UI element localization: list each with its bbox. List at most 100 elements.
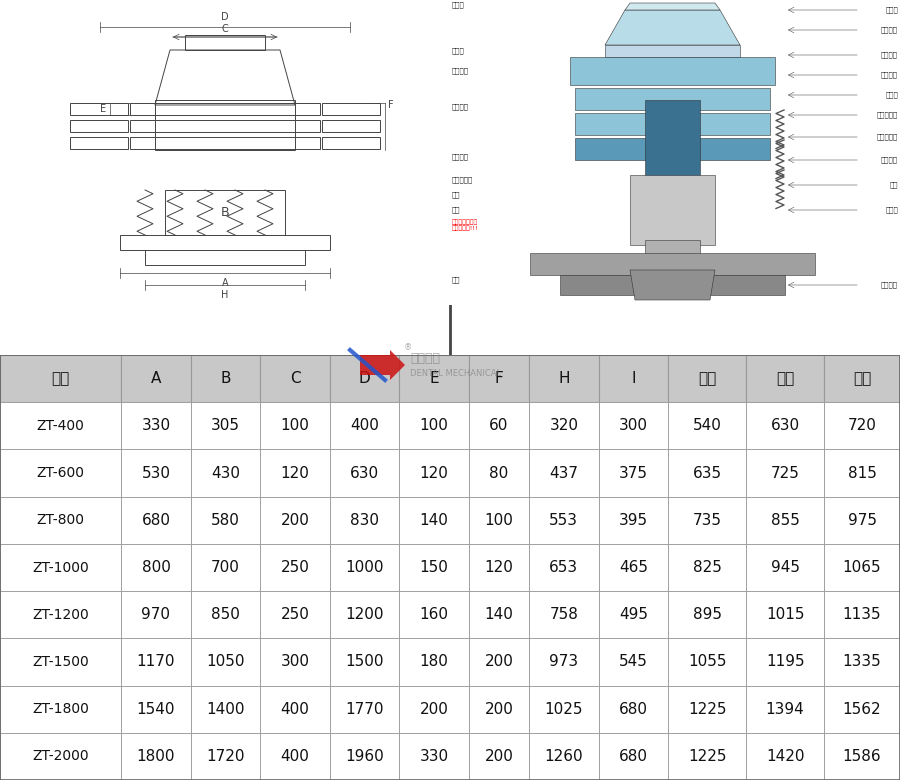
Text: ®: ®: [404, 343, 412, 353]
Bar: [191, 544, 260, 591]
Bar: [130, 103, 320, 115]
Text: 140: 140: [484, 607, 513, 622]
Bar: [529, 544, 598, 591]
Bar: [400, 686, 469, 732]
Bar: [529, 449, 598, 497]
Bar: [260, 591, 330, 638]
Bar: [598, 591, 668, 638]
Bar: [469, 732, 529, 780]
Bar: [560, 275, 785, 295]
Bar: [260, 355, 330, 402]
Bar: [122, 497, 191, 544]
Bar: [746, 402, 824, 449]
Bar: [824, 686, 900, 732]
Bar: [260, 497, 330, 544]
Text: 1420: 1420: [766, 749, 805, 764]
Bar: [122, 449, 191, 497]
Text: 筛网法兰: 筛网法兰: [881, 72, 898, 78]
Bar: [0, 355, 122, 402]
Bar: [70, 137, 128, 149]
Text: 运输用固定螺栓
试机时去掉!!!: 运输用固定螺栓 试机时去掉!!!: [452, 219, 479, 231]
Bar: [0, 402, 122, 449]
Bar: [260, 402, 330, 449]
Text: F: F: [388, 100, 393, 110]
Bar: [529, 638, 598, 686]
Text: 1065: 1065: [842, 560, 881, 575]
Text: 855: 855: [770, 512, 799, 528]
Bar: [570, 57, 775, 85]
Text: 725: 725: [770, 466, 799, 480]
Bar: [598, 732, 668, 780]
Text: 305: 305: [211, 418, 240, 434]
Bar: [330, 732, 400, 780]
Polygon shape: [625, 3, 720, 10]
Bar: [529, 402, 598, 449]
Bar: [746, 544, 824, 591]
Bar: [668, 355, 746, 402]
Text: 弹簧: 弹簧: [452, 207, 461, 213]
Bar: [120, 235, 330, 250]
Bar: [668, 449, 746, 497]
Bar: [469, 638, 529, 686]
Text: 300: 300: [281, 654, 310, 669]
Text: 1195: 1195: [766, 654, 805, 669]
Text: 振体: 振体: [889, 182, 898, 188]
Text: 1025: 1025: [544, 702, 583, 717]
Text: ZT-1000: ZT-1000: [32, 561, 89, 575]
Bar: [322, 103, 380, 115]
Text: 553: 553: [549, 512, 579, 528]
Text: ZT-400: ZT-400: [37, 419, 85, 433]
Text: 945: 945: [770, 560, 799, 575]
Text: 束环: 束环: [452, 192, 461, 198]
Bar: [598, 449, 668, 497]
Text: ZT-600: ZT-600: [37, 466, 85, 480]
Bar: [469, 449, 529, 497]
Text: A: A: [151, 371, 161, 386]
Text: 720: 720: [848, 418, 877, 434]
Text: 700: 700: [212, 560, 240, 575]
Bar: [70, 120, 128, 132]
Text: 1200: 1200: [346, 607, 384, 622]
Text: 100: 100: [484, 512, 513, 528]
Text: 825: 825: [693, 560, 722, 575]
Polygon shape: [605, 10, 740, 45]
Bar: [0, 638, 122, 686]
Text: D: D: [359, 371, 371, 386]
Text: ZT-1200: ZT-1200: [32, 608, 89, 622]
Bar: [400, 591, 469, 638]
Bar: [185, 35, 265, 50]
Text: 250: 250: [281, 607, 310, 622]
Text: 辅助筛网: 辅助筛网: [881, 51, 898, 58]
Text: 进料口: 进料口: [886, 7, 898, 13]
Text: 530: 530: [141, 466, 170, 480]
Bar: [122, 355, 191, 402]
Text: 735: 735: [693, 512, 722, 528]
Text: 680: 680: [619, 749, 648, 764]
Text: 100: 100: [281, 418, 310, 434]
Bar: [400, 544, 469, 591]
Bar: [469, 402, 529, 449]
Text: 电动机: 电动机: [886, 207, 898, 213]
Bar: [322, 120, 380, 132]
Text: I: I: [631, 371, 635, 386]
Text: 1225: 1225: [688, 749, 726, 764]
Bar: [598, 638, 668, 686]
Bar: [191, 355, 260, 402]
Bar: [122, 591, 191, 638]
Text: 495: 495: [619, 607, 648, 622]
Bar: [330, 497, 400, 544]
Text: 底座: 底座: [452, 277, 461, 283]
Bar: [824, 497, 900, 544]
Bar: [330, 686, 400, 732]
Text: B: B: [220, 371, 230, 386]
Bar: [469, 497, 529, 544]
Text: 120: 120: [419, 466, 448, 480]
Bar: [575, 88, 770, 110]
Text: 437: 437: [549, 466, 579, 480]
Bar: [668, 732, 746, 780]
Bar: [668, 544, 746, 591]
Text: 400: 400: [281, 749, 310, 764]
Text: 球形清洁板: 球形清洁板: [877, 112, 898, 119]
Text: 200: 200: [484, 654, 513, 669]
Bar: [530, 253, 815, 275]
